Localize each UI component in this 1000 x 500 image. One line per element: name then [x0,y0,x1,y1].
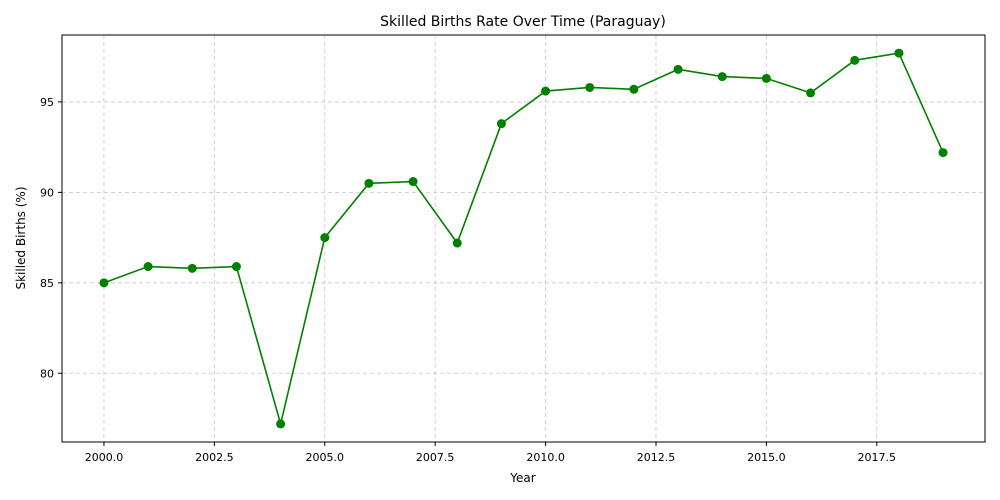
data-point [408,177,418,187]
chart-title: Skilled Births Rate Over Time (Paraguay) [380,14,666,30]
y-tick-label: 80 [40,367,54,380]
grid-lines [62,35,985,442]
series-skilled-births [99,48,948,429]
data-point [585,82,595,92]
x-tick-label: 2012.5 [637,451,676,464]
data-point [717,72,727,82]
plot-frame [61,34,986,443]
data-point [231,262,241,272]
y-axis-ticks: 80 85 90 95 [40,96,62,380]
x-axis-label: Year [509,471,535,485]
y-tick-label: 90 [40,186,54,199]
data-point [541,86,551,96]
x-tick-label: 2007.5 [416,451,455,464]
x-tick-label: 2010.0 [526,451,565,464]
y-tick-label: 85 [40,277,54,290]
y-tick-label: 95 [40,96,54,109]
y-axis-label: Skilled Births (%) [14,186,28,289]
data-point [496,119,506,129]
data-point [673,64,683,74]
data-point [850,55,860,65]
data-point [276,419,286,429]
data-point [143,262,153,272]
series-line [103,52,944,428]
data-point [364,178,374,188]
data-point [938,148,948,158]
data-point [629,84,639,94]
x-axis-ticks: 2000.0 2002.5 2005.0 2007.5 2010.0 2012.5 2015… [85,442,896,464]
data-point [99,278,109,288]
data-point [187,263,197,273]
x-tick-label: 2015.0 [747,451,786,464]
x-tick-label: 2017.5 [858,451,897,464]
data-point [320,233,330,243]
data-point [761,73,771,83]
x-tick-label: 2002.5 [195,451,234,464]
x-tick-label: 2005.0 [306,451,345,464]
x-tick-label: 2000.0 [85,451,124,464]
data-point [894,48,904,58]
data-point [452,238,462,248]
data-point [806,88,816,98]
